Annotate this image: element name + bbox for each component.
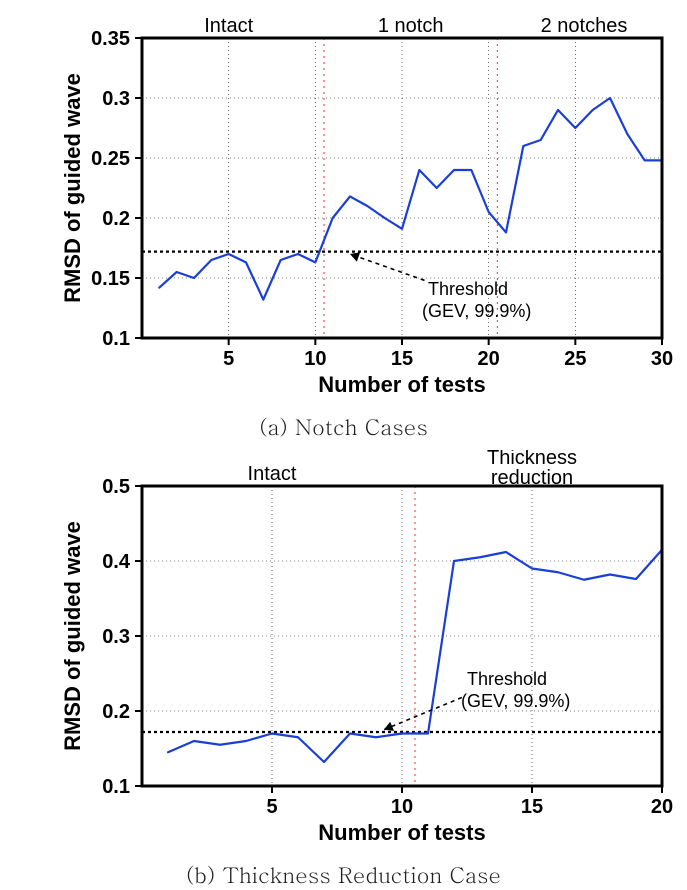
- svg-text:15: 15: [391, 348, 413, 370]
- svg-text:Threshold: Threshold: [428, 279, 508, 299]
- chart-b-caption: (b) Thickness Reduction Case: [50, 859, 637, 890]
- svg-text:(GEV, 99.9%): (GEV, 99.9%): [461, 691, 570, 711]
- svg-text:Intact: Intact: [204, 15, 253, 37]
- svg-text:25: 25: [564, 348, 586, 370]
- chart-b-block: 51015200.10.20.30.40.5Number of testsRMS…: [50, 450, 637, 890]
- svg-text:RMSD of guided wave: RMSD of guided wave: [60, 73, 85, 303]
- svg-text:5: 5: [266, 796, 277, 818]
- svg-text:Threshold: Threshold: [467, 669, 547, 689]
- svg-text:0.2: 0.2: [102, 208, 130, 230]
- svg-text:0.3: 0.3: [102, 88, 130, 110]
- svg-text:0.15: 0.15: [91, 268, 130, 290]
- svg-text:0.3: 0.3: [102, 626, 130, 648]
- svg-text:RMSD of guided wave: RMSD of guided wave: [60, 521, 85, 751]
- chart-b-svg: 5 10 15 20 0.1 0.2 0.3 0.4 0.5 Number of tests RMS…: [50, 450, 687, 848]
- chart-a-caption: (a) Notch Cases: [50, 411, 637, 442]
- svg-text:15: 15: [521, 796, 543, 818]
- svg-text:0.35: 0.35: [91, 28, 130, 50]
- svg-text:0.2: 0.2: [102, 701, 130, 723]
- svg-text:20: 20: [478, 348, 500, 370]
- svg-text:reduction: reduction: [491, 467, 573, 489]
- svg-text:0.1: 0.1: [102, 328, 130, 350]
- svg-text:Number of tests: Number of tests: [318, 820, 485, 845]
- svg-text:20: 20: [651, 796, 673, 818]
- svg-text:0.25: 0.25: [91, 148, 130, 170]
- svg-text:0.1: 0.1: [102, 776, 130, 798]
- svg-text:10: 10: [391, 796, 413, 818]
- svg-text:Intact: Intact: [248, 463, 297, 485]
- svg-text:2 notches: 2 notches: [541, 15, 628, 37]
- chart-a-block: 510152025300.10.150.20.250.30.35Number o…: [50, 10, 637, 442]
- chart-a-svg: 5 10 15 20 25 30 0.1 0.15 0.2 0.25 0.3 0.35 Number o…: [50, 10, 687, 400]
- svg-text:0.5: 0.5: [102, 476, 130, 498]
- svg-text:1 notch: 1 notch: [378, 15, 444, 37]
- svg-text:0.4: 0.4: [102, 551, 131, 573]
- svg-text:(GEV, 99.9%): (GEV, 99.9%): [422, 301, 531, 321]
- svg-text:5: 5: [223, 348, 234, 370]
- svg-text:Number of tests: Number of tests: [318, 372, 485, 397]
- svg-text:30: 30: [651, 348, 673, 370]
- svg-text:10: 10: [304, 348, 326, 370]
